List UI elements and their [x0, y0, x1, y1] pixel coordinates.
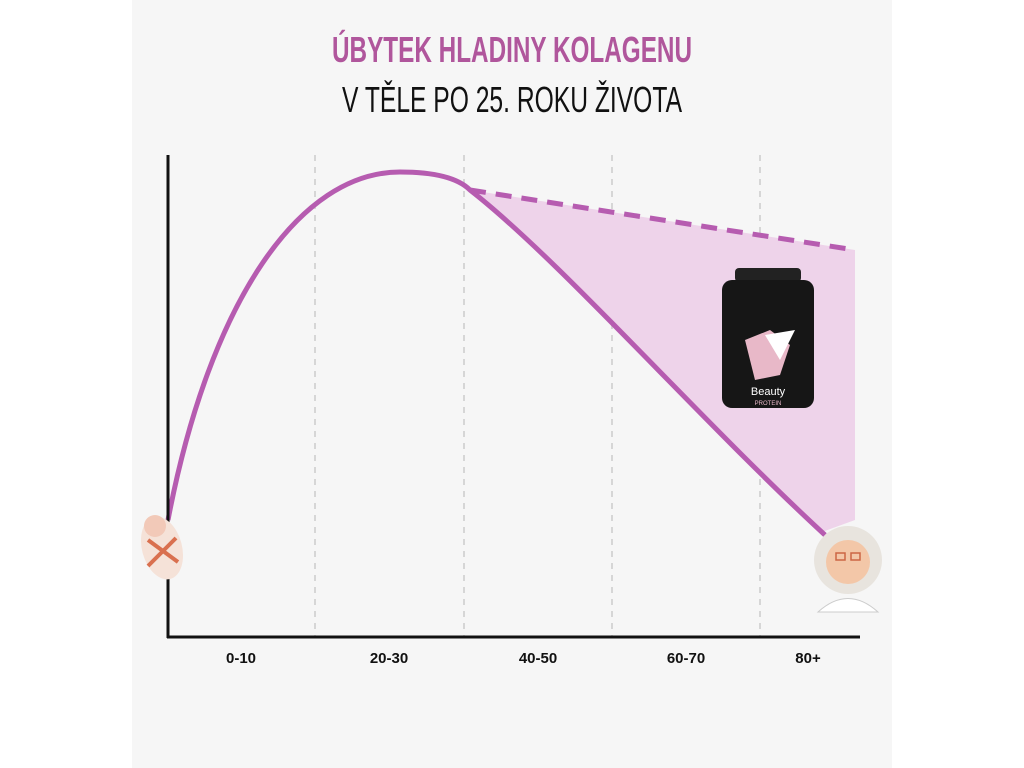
x-label: 80+: [795, 650, 821, 667]
x-label: 0-10: [226, 650, 256, 667]
baby-icon: [140, 515, 184, 580]
product-jar: Beauty PROTEIN: [722, 268, 814, 408]
x-label: 40-50: [519, 650, 557, 667]
product-name: PROTEIN: [755, 401, 782, 407]
title-line2: V TĚLE PO 25. ROKU ŽIVOTA: [342, 79, 682, 120]
title-line1: ÚBYTEK HLADINY KOLAGENU: [332, 28, 692, 70]
x-label: 20-30: [370, 650, 408, 667]
x-labels: 0-10 20-30 40-50 60-70 80+: [226, 650, 821, 667]
product-brand: Beauty: [751, 386, 786, 398]
curve: [165, 169, 827, 537]
grandma-icon: [814, 526, 882, 613]
x-label: 60-70: [667, 650, 705, 667]
dashed-line: [469, 187, 856, 253]
